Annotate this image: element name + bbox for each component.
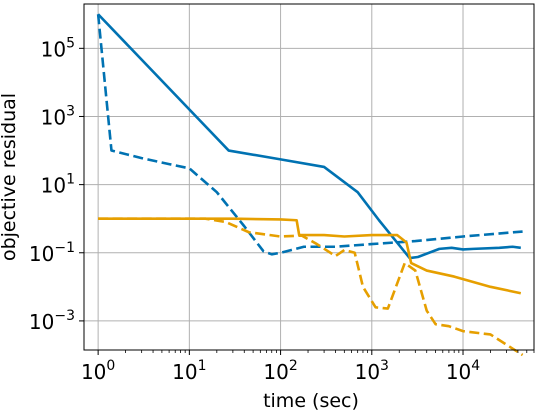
y-axis-label: objective residual [0, 93, 20, 261]
y-tick-label: 105 [41, 35, 75, 61]
y-tick-label: 10−1 [29, 240, 75, 266]
grid [84, 4, 534, 350]
series-line-3 [98, 217, 522, 295]
x-tick-label: 103 [355, 358, 389, 384]
x-tick-label: 101 [172, 358, 206, 384]
x-tick-label: 100 [81, 358, 115, 384]
x-tick-label: 104 [446, 358, 480, 384]
y-tick-label: 10−3 [29, 308, 75, 334]
axis-ticks: 100 101 102 103 104 10−3 10−1 101 103 105 [29, 35, 535, 384]
series-line-1 [97, 13, 521, 260]
series-line-2 [96, 14, 523, 256]
y-tick-label: 103 [41, 103, 75, 129]
series-layer [96, 13, 524, 357]
x-tick-label: 102 [263, 358, 297, 384]
x-axis-label: time (sec) [263, 390, 359, 410]
plot-frame [83, 3, 535, 351]
y-tick-label: 101 [41, 172, 75, 198]
series-line-4 [98, 217, 524, 357]
